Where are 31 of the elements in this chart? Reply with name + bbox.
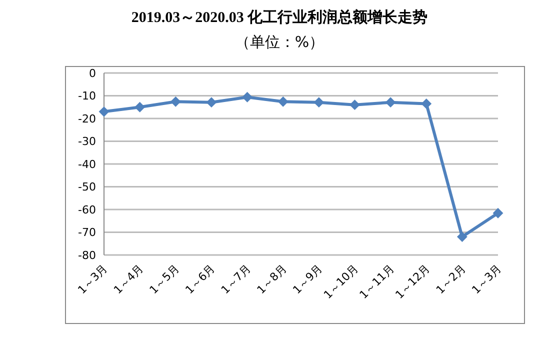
point — [278, 96, 288, 107]
x-tick-label: 1～6月 — [182, 262, 218, 297]
y-tick-label: -30 — [78, 135, 96, 148]
point — [206, 97, 216, 108]
y-tick-label: -10 — [78, 90, 96, 103]
y-tick-label: -20 — [78, 112, 96, 126]
x-tick-label: 1～5月 — [147, 262, 182, 297]
y-tick-label: 0 — [89, 66, 96, 80]
y-tick-label: -70 — [78, 226, 96, 240]
point — [457, 232, 468, 242]
point — [134, 102, 145, 112]
x-tick-label: 1～8月 — [254, 262, 290, 297]
x-tick-label: 1～3月 — [469, 262, 504, 297]
point — [314, 97, 324, 108]
y-tick-label: -40 — [78, 158, 96, 171]
x-tick-label: 1～2月 — [434, 262, 468, 297]
point — [421, 98, 432, 109]
y-tick-label: -80 — [78, 248, 96, 262]
x-tick-label: 1～7月 — [218, 262, 254, 297]
point — [99, 106, 109, 117]
point — [386, 97, 396, 108]
point — [242, 92, 252, 102]
y-tick-label: -60 — [78, 203, 96, 216]
point — [493, 208, 503, 218]
point — [350, 100, 360, 110]
y-tick-label: -50 — [78, 180, 96, 194]
chart-subtitle: （单位：%） — [234, 33, 326, 52]
x-tick-label: 1～4月 — [111, 262, 146, 297]
x-tick-label: 1～3月 — [75, 262, 110, 297]
point — [170, 96, 181, 107]
chart-title: 2019.03～2020.03 化工行业利润总额增长走势 — [130, 8, 429, 27]
